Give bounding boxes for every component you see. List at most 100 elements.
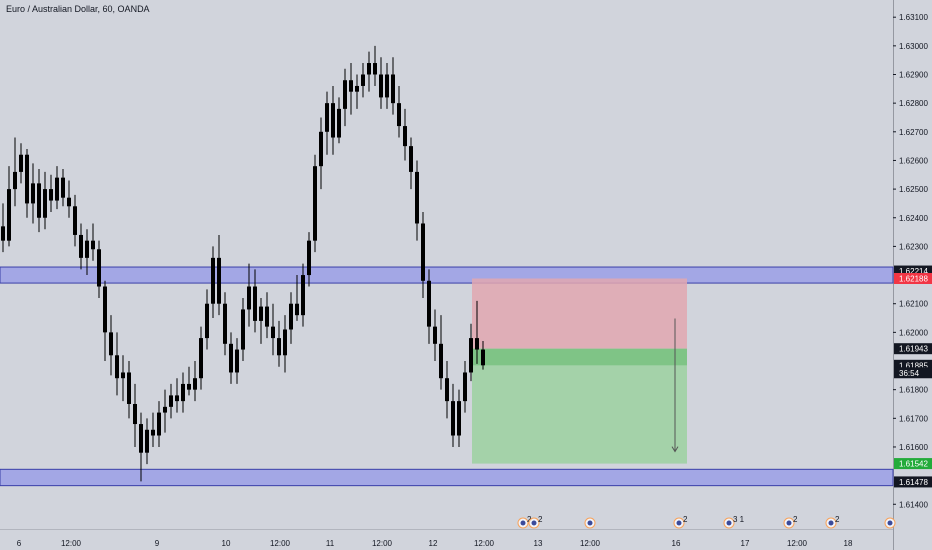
candle-body[interactable] xyxy=(211,257,215,304)
price-tag xyxy=(894,476,932,488)
candle-body[interactable] xyxy=(25,154,29,204)
candle-body[interactable] xyxy=(337,108,341,138)
candle-body[interactable] xyxy=(463,372,467,402)
candle-body[interactable] xyxy=(199,338,203,379)
x-tick-label: 16 xyxy=(672,539,681,548)
candle-body[interactable] xyxy=(433,326,437,344)
x-tick-label: 12:00 xyxy=(474,539,495,548)
candle-body[interactable] xyxy=(253,286,257,321)
y-tick-label: 1.62600 xyxy=(899,156,928,165)
candle-body[interactable] xyxy=(205,303,209,339)
candle-body[interactable] xyxy=(31,183,35,204)
candle-body[interactable] xyxy=(349,80,353,92)
candle-body[interactable] xyxy=(79,234,83,258)
candle-body[interactable] xyxy=(109,332,113,356)
candle-body[interactable] xyxy=(439,343,443,379)
candle-body[interactable] xyxy=(55,177,59,201)
candle-body[interactable] xyxy=(427,280,431,327)
candle-body[interactable] xyxy=(403,126,407,147)
candle-body[interactable] xyxy=(151,429,155,436)
event-flag-icon xyxy=(828,520,834,526)
candle-body[interactable] xyxy=(169,395,173,407)
candle-body[interactable] xyxy=(157,412,161,436)
candle-body[interactable] xyxy=(127,372,131,404)
candle-body[interactable] xyxy=(193,378,197,390)
candle-body[interactable] xyxy=(61,177,65,198)
candle-body[interactable] xyxy=(373,63,377,75)
candle-body[interactable] xyxy=(133,403,137,425)
candle-body[interactable] xyxy=(283,329,287,356)
candle-body[interactable] xyxy=(277,338,281,356)
candle-body[interactable] xyxy=(1,226,5,241)
candle-body[interactable] xyxy=(73,206,77,235)
candle-body[interactable] xyxy=(409,146,413,172)
chart-title: Euro / Australian Dollar, 60, OANDA xyxy=(6,4,150,14)
candle-body[interactable] xyxy=(91,240,95,250)
candle-body[interactable] xyxy=(307,240,311,276)
candle-body[interactable] xyxy=(223,303,227,344)
candle-body[interactable] xyxy=(217,257,221,304)
stop-loss-zone[interactable] xyxy=(472,278,687,349)
candle-body[interactable] xyxy=(187,383,191,390)
candle-body[interactable] xyxy=(301,275,305,316)
candle-body[interactable] xyxy=(247,286,251,310)
candle-body[interactable] xyxy=(241,309,245,350)
candle-body[interactable] xyxy=(271,326,275,339)
candle-body[interactable] xyxy=(451,401,455,436)
candle-body[interactable] xyxy=(259,306,263,321)
candle-body[interactable] xyxy=(103,286,107,333)
candle-body[interactable] xyxy=(367,63,371,75)
candle-body[interactable] xyxy=(37,183,41,218)
x-tick-label: 17 xyxy=(741,539,750,548)
y-tick-label: 1.62500 xyxy=(899,185,928,194)
x-tick-label: 13 xyxy=(534,539,543,548)
candle-body[interactable] xyxy=(115,355,119,379)
candle-body[interactable] xyxy=(85,240,89,258)
candle-body[interactable] xyxy=(319,131,323,167)
candle-body[interactable] xyxy=(355,85,359,92)
candle-body[interactable] xyxy=(421,223,425,281)
candle-body[interactable] xyxy=(385,74,389,98)
candle-body[interactable] xyxy=(235,349,239,373)
take-profit-zone[interactable] xyxy=(472,348,687,464)
candle-body[interactable] xyxy=(49,189,53,201)
candle-body[interactable] xyxy=(391,74,395,104)
candle-body[interactable] xyxy=(67,197,71,207)
candle-body[interactable] xyxy=(43,189,47,218)
candle-body[interactable] xyxy=(163,406,167,413)
candle-body[interactable] xyxy=(121,372,125,379)
candle-body[interactable] xyxy=(313,166,317,241)
candle-body[interactable] xyxy=(145,429,149,453)
sr-zone-2 xyxy=(0,468,894,487)
candle-body[interactable] xyxy=(361,74,365,86)
y-tick-label: 1.62700 xyxy=(899,128,928,137)
candle-body[interactable] xyxy=(445,378,449,402)
candle-body[interactable] xyxy=(139,424,143,453)
candle-body[interactable] xyxy=(229,343,233,373)
candle-body[interactable] xyxy=(331,103,335,138)
event-marker-count: 2 xyxy=(793,515,798,524)
candle-body[interactable] xyxy=(19,154,23,172)
candle-body[interactable] xyxy=(97,249,101,287)
candle-body[interactable] xyxy=(13,171,17,190)
candle-body[interactable] xyxy=(475,338,479,350)
candle-body[interactable] xyxy=(397,103,401,127)
candle-body[interactable] xyxy=(175,395,179,402)
candle-body[interactable] xyxy=(343,80,347,109)
candle-body[interactable] xyxy=(469,338,473,373)
candle-body[interactable] xyxy=(265,306,269,327)
candle-body[interactable] xyxy=(295,303,299,316)
candle-body[interactable] xyxy=(7,189,11,241)
candle-body[interactable] xyxy=(415,171,419,224)
event-flag-icon xyxy=(587,520,593,526)
candle-body[interactable] xyxy=(289,303,293,330)
candle-body[interactable] xyxy=(181,383,185,402)
candle-body[interactable] xyxy=(481,349,485,366)
candle-body[interactable] xyxy=(379,74,383,98)
price-tag xyxy=(894,458,932,470)
candle-body[interactable] xyxy=(457,401,461,436)
candle-body[interactable] xyxy=(325,103,329,132)
y-tick-label: 1.61700 xyxy=(899,414,928,423)
